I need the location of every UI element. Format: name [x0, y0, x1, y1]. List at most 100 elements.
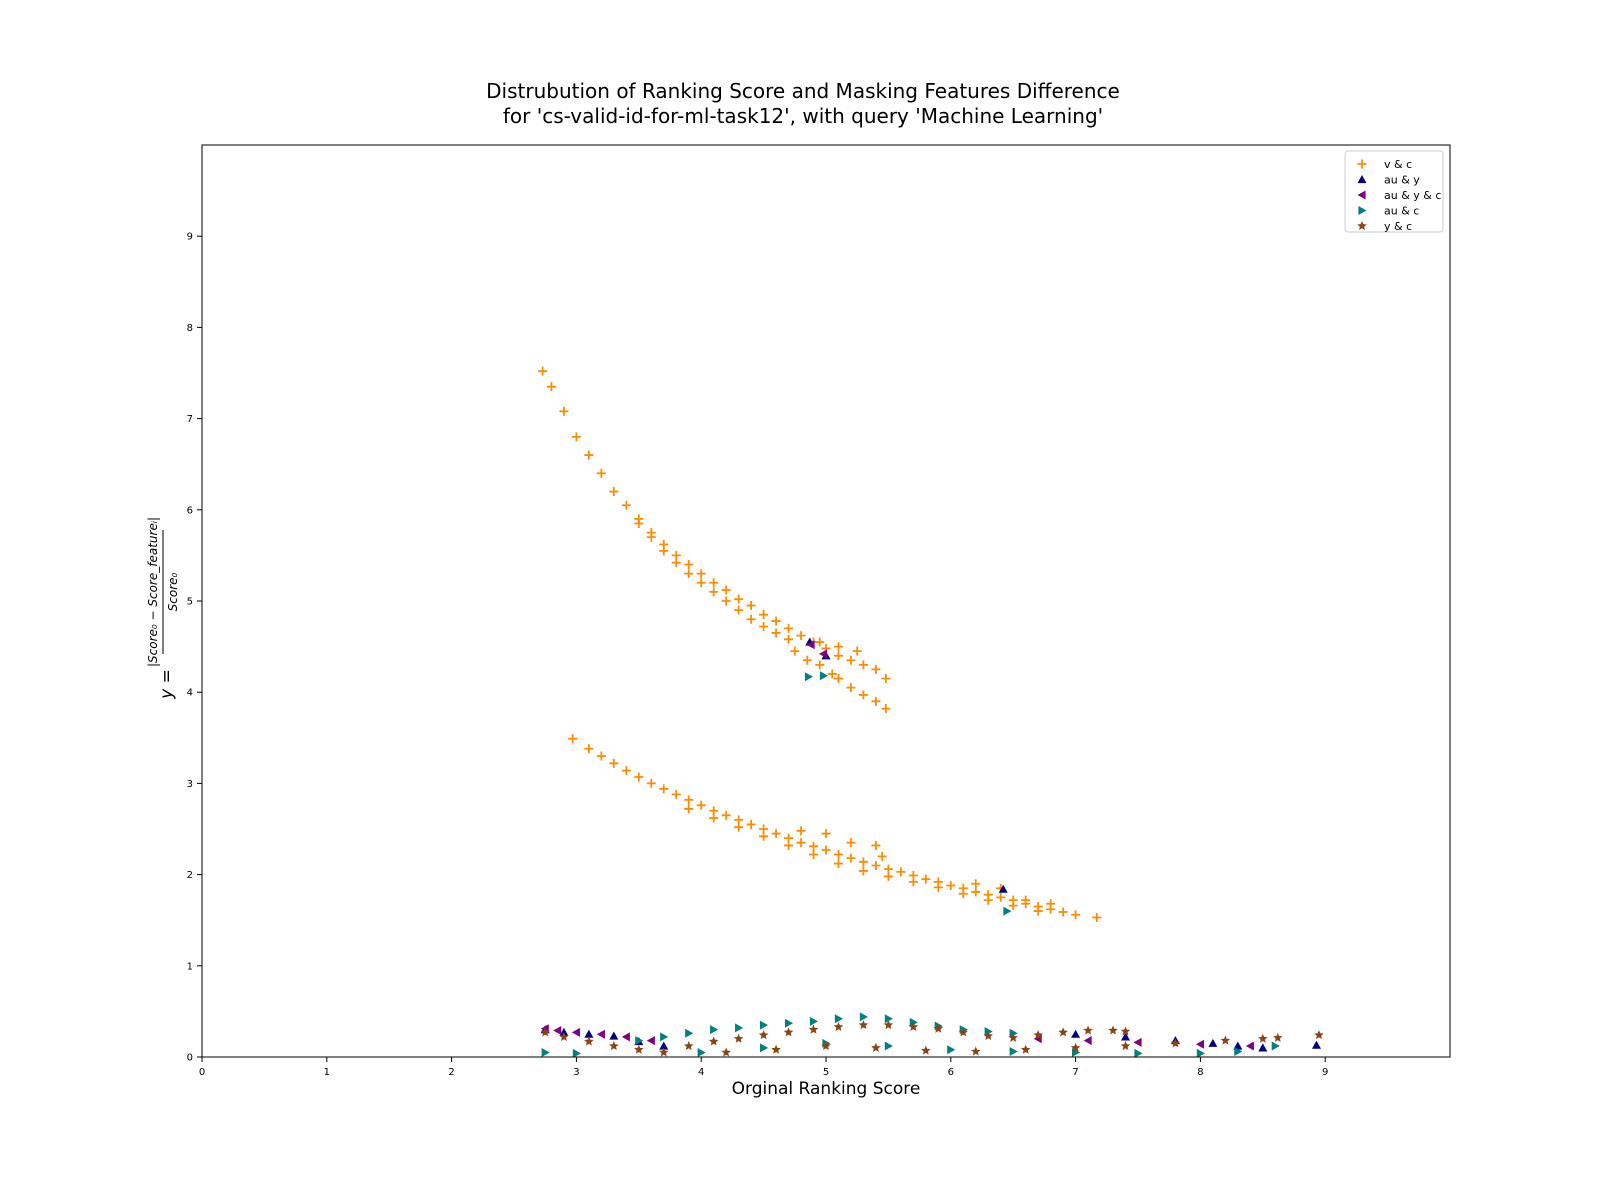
- data-point: [559, 1031, 569, 1041]
- y-tick-label: 4: [187, 688, 193, 699]
- data-point: [746, 614, 756, 624]
- data-point: [971, 879, 981, 889]
- data-point: [796, 631, 806, 641]
- data-point: [721, 810, 731, 820]
- y-tick-label: 0: [187, 1053, 193, 1064]
- data-point: [819, 649, 828, 659]
- data-point: [971, 887, 981, 897]
- x-tick-label: 3: [573, 1067, 579, 1078]
- data-point: [646, 778, 656, 788]
- y-axis-label-denominator: Score₀: [166, 572, 180, 611]
- data-point: [1196, 1048, 1205, 1058]
- data-point: [684, 569, 694, 579]
- data-point: [571, 432, 581, 442]
- data-point: [846, 683, 856, 693]
- data-point: [933, 882, 943, 892]
- data-point: [909, 1017, 918, 1027]
- data-point: [759, 831, 769, 841]
- legend-frame: [1344, 150, 1444, 233]
- data-point: [771, 829, 781, 839]
- data-point: [696, 578, 706, 588]
- data-point: [871, 860, 881, 870]
- data-point: [821, 829, 831, 839]
- x-axis: 0 1 2 3 4 5 6 7 8 9: [199, 1057, 1328, 1078]
- data-point: [884, 1041, 893, 1051]
- data-point: [933, 1023, 944, 1033]
- data-point: [1134, 1048, 1143, 1058]
- legend-label: v & c: [1384, 158, 1412, 171]
- data-point: [809, 841, 819, 851]
- data-point: [1120, 1026, 1131, 1036]
- data-point: [815, 660, 825, 670]
- data-point: [819, 671, 829, 681]
- data-point: [808, 1024, 819, 1034]
- data-point: [809, 850, 819, 860]
- data-point: [721, 585, 731, 595]
- data-point: [834, 1014, 843, 1024]
- data-point: [609, 1031, 619, 1040]
- data-point: [696, 569, 706, 579]
- legend-item: au & y & c: [1357, 189, 1441, 202]
- data-point: [659, 784, 669, 794]
- legend-marker: [1357, 221, 1367, 231]
- data-point: [584, 1029, 594, 1038]
- data-point: [634, 772, 644, 782]
- data-point: [846, 838, 856, 848]
- data-point: [871, 664, 881, 674]
- data-point: [1083, 1025, 1093, 1035]
- data-point: [734, 605, 744, 615]
- data-point: [881, 704, 891, 714]
- data-point: [804, 672, 814, 682]
- data-point: [1008, 901, 1018, 911]
- plot-frame: [201, 144, 1451, 1058]
- x-axis-label: Orginal Ranking Score: [732, 1079, 921, 1099]
- data-point: [998, 884, 1008, 893]
- data-point: [958, 889, 968, 899]
- data-point: [983, 895, 993, 905]
- data-point: [659, 1041, 669, 1050]
- legend-label: au & y: [1384, 174, 1420, 187]
- y-tick-label: 5: [187, 597, 193, 608]
- y-tick-label: 2: [187, 870, 193, 881]
- data-point: [877, 851, 887, 861]
- data-point: [683, 1041, 694, 1051]
- x-tick-label: 5: [823, 1067, 829, 1078]
- data-point: [1233, 1041, 1243, 1050]
- series-4: [540, 1020, 1324, 1057]
- data-point: [846, 655, 856, 665]
- data-point: [759, 622, 769, 632]
- data-point: [1234, 1047, 1243, 1057]
- data-point: [1033, 906, 1043, 916]
- x-tick-label: 4: [698, 1067, 704, 1078]
- data-point: [833, 1021, 844, 1031]
- data-point: [1046, 899, 1056, 909]
- data-point: [609, 487, 619, 497]
- y-tick-label: 8: [187, 323, 193, 334]
- data-point: [609, 758, 619, 768]
- data-point: [971, 1046, 981, 1056]
- data-point: [734, 822, 744, 832]
- data-point: [827, 669, 837, 679]
- data-point: [784, 840, 794, 850]
- data-point: [884, 1014, 893, 1024]
- legend-label: au & y & c: [1384, 189, 1441, 202]
- data-point: [759, 610, 769, 620]
- data-point: [796, 826, 806, 836]
- data-point: [833, 642, 843, 652]
- data-point: [806, 640, 815, 650]
- data-point: [696, 800, 706, 810]
- data-point: [921, 874, 931, 884]
- data-point: [1071, 910, 1081, 920]
- data-point: [659, 546, 669, 556]
- data-point: [809, 1016, 819, 1026]
- data-point: [771, 628, 781, 638]
- data-point: [760, 1043, 769, 1053]
- data-point: [746, 819, 756, 829]
- data-point: [908, 877, 918, 887]
- data-point: [584, 450, 594, 460]
- data-point: [858, 857, 868, 867]
- data-point: [1314, 1030, 1324, 1040]
- data-point: [1170, 1038, 1181, 1048]
- data-point: [883, 1020, 894, 1030]
